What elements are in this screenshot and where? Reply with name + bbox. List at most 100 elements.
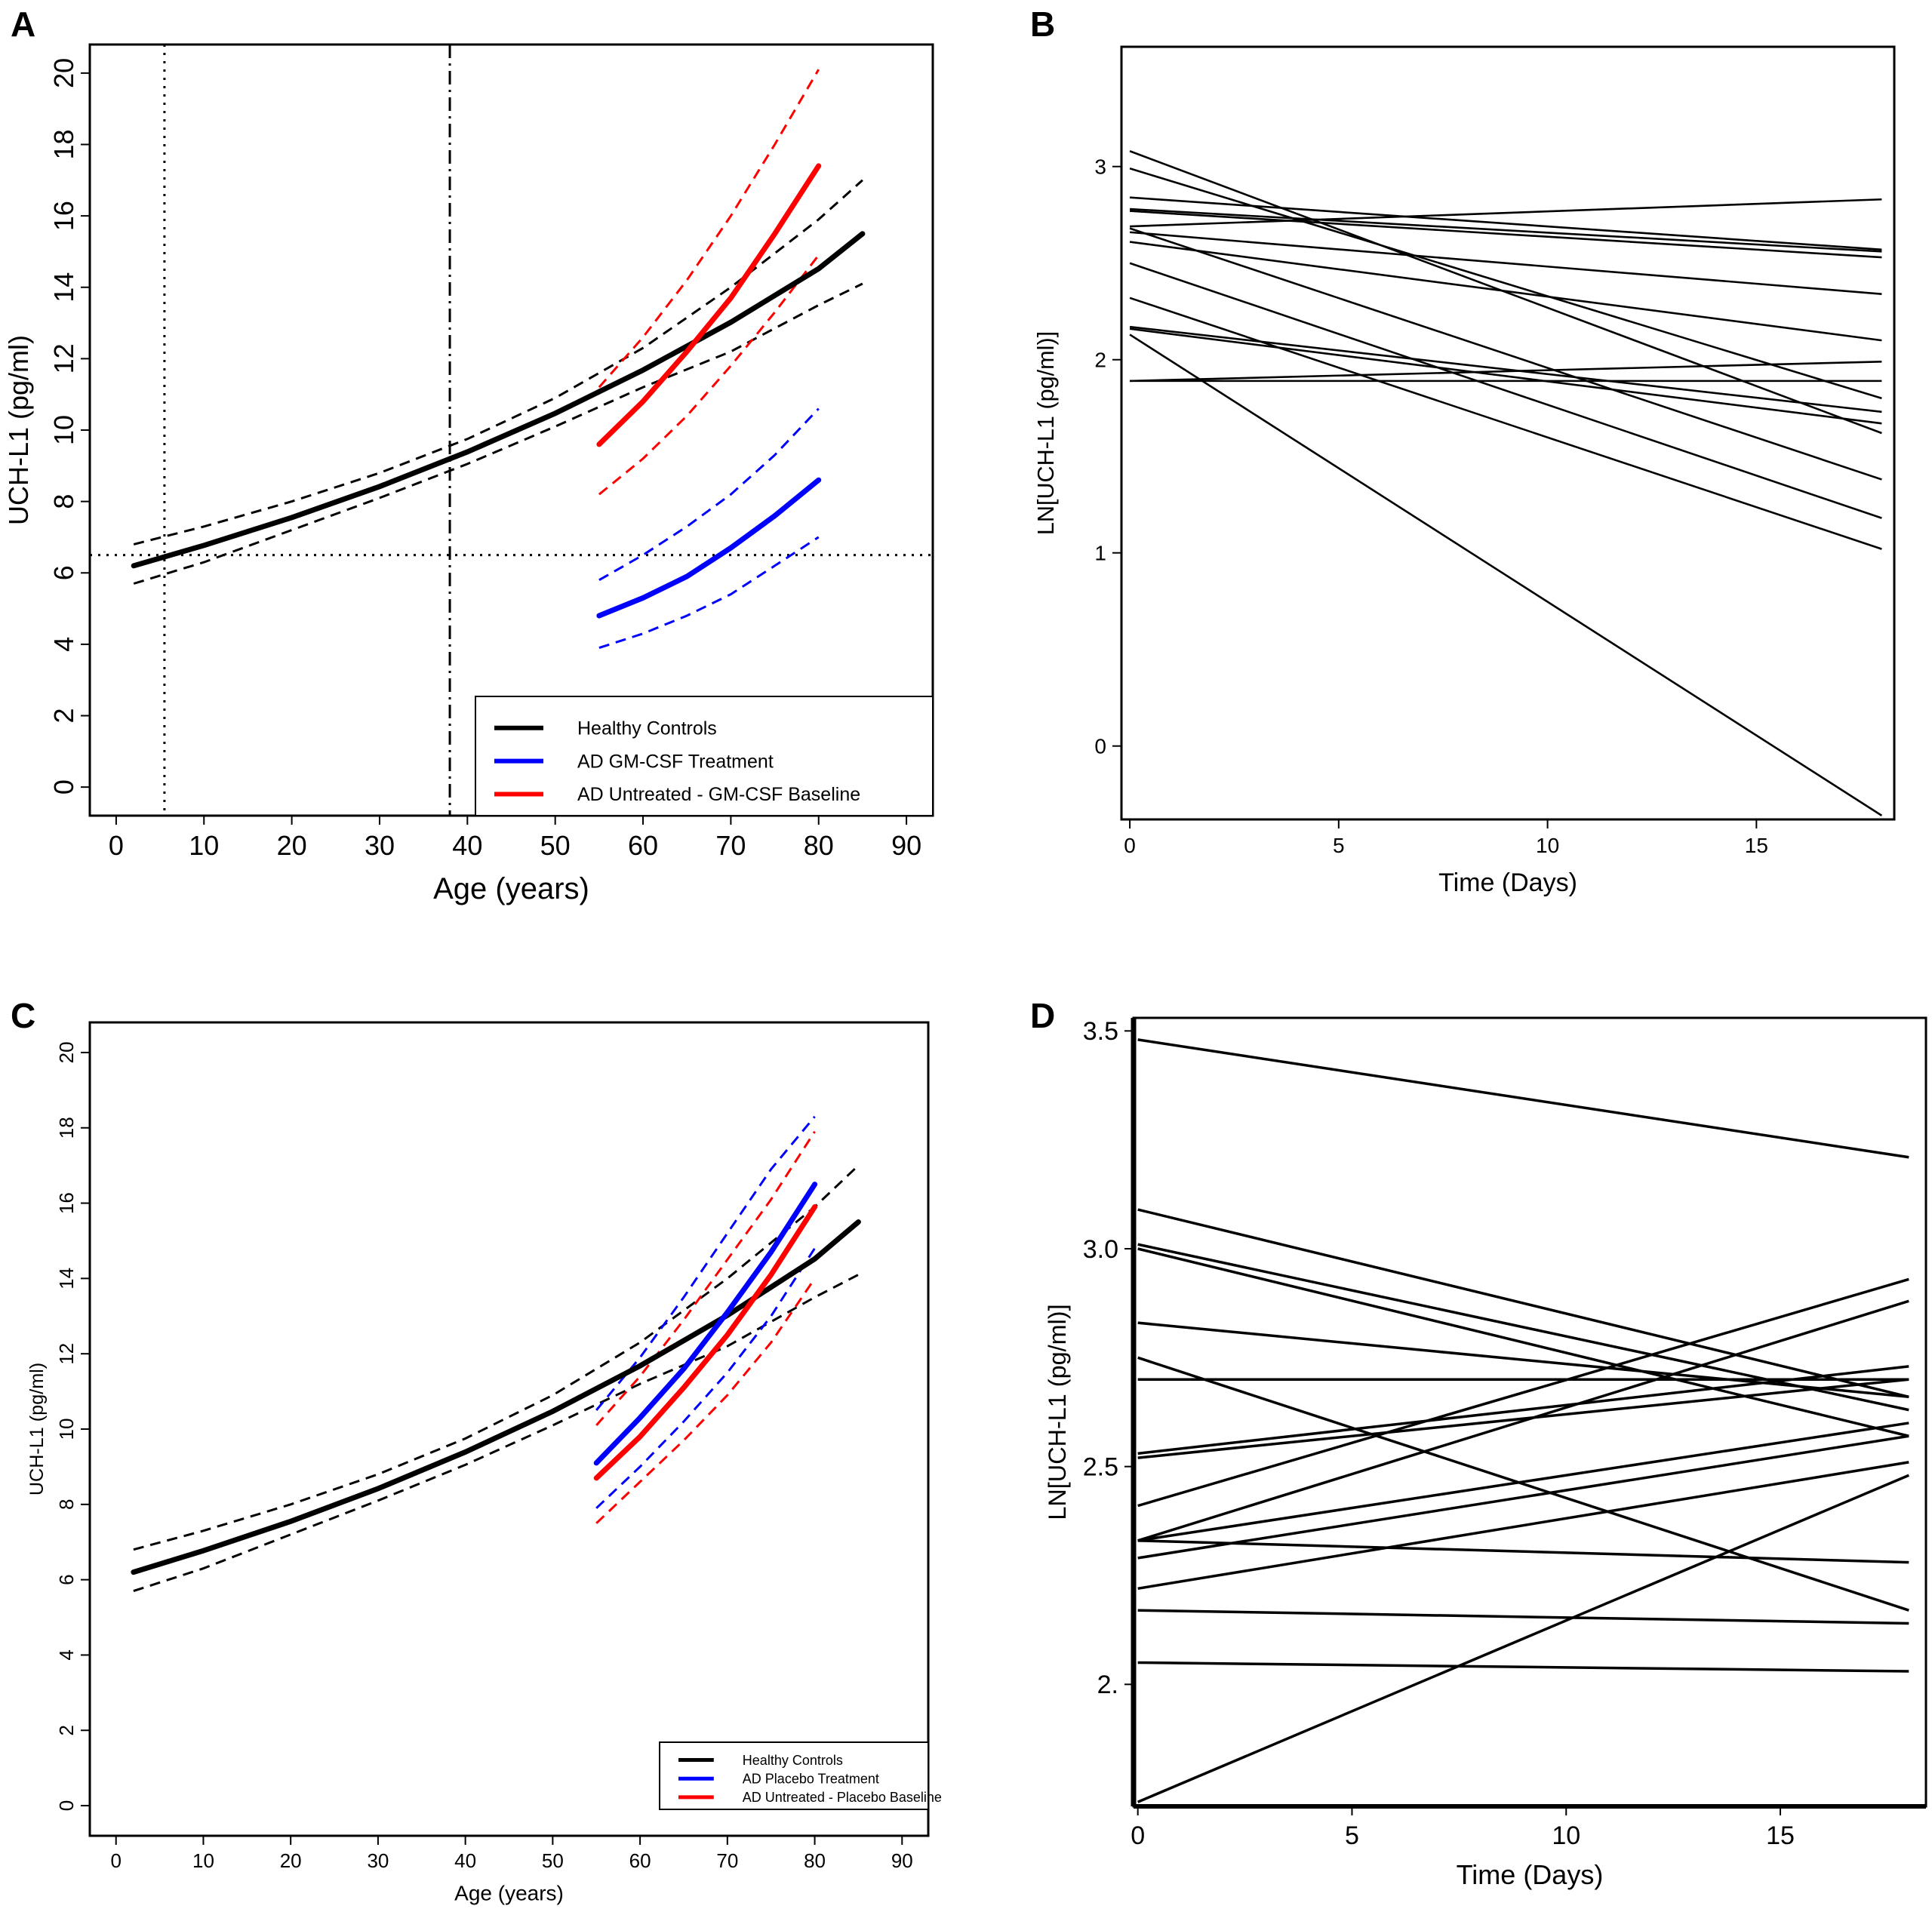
y-tick-label: 3.5 xyxy=(1083,1017,1118,1046)
subject-line xyxy=(1137,1299,1909,1542)
y-tick-label: 8 xyxy=(48,494,79,509)
series-ci-upper xyxy=(598,407,820,582)
legend-label: AD GM-CSF Treatment xyxy=(577,751,774,772)
legend: Healthy Controls AD GM-CSF Treatment AD Un… xyxy=(475,696,934,816)
subject-line xyxy=(1129,227,1882,481)
x-tick-label: 80 xyxy=(804,1849,826,1872)
y-tick-label: 2 xyxy=(55,1725,78,1735)
y-tick-label: 2 xyxy=(48,709,79,724)
y-tick-label: 2.5 xyxy=(1083,1453,1118,1482)
y-tick-label: 10 xyxy=(48,415,79,445)
panel-letter-d: D xyxy=(1030,996,1055,1035)
panel-a: 0 10 20 30 40 50 60 70 80 90 0 2 4 6 8 10 12 14 16 18 20 Age … xyxy=(3,43,934,905)
y-tick-label: 0 xyxy=(55,1800,78,1811)
panel-letter-a: A xyxy=(11,5,35,44)
legend-box xyxy=(475,696,934,816)
subject-line xyxy=(1137,1609,1909,1625)
y-tick-label: 4 xyxy=(55,1649,78,1660)
x-tick-label: 15 xyxy=(1766,1821,1795,1850)
series-line xyxy=(593,1204,818,1481)
x-tick-label: 60 xyxy=(628,830,658,861)
x-tick-label: 40 xyxy=(452,830,482,861)
y-tick-label: 14 xyxy=(55,1268,78,1289)
y-tick-label: 2. xyxy=(1097,1671,1118,1699)
subject-line xyxy=(1129,325,1882,413)
legend-label: Healthy Controls xyxy=(577,718,717,739)
x-tick-label: 10 xyxy=(1536,834,1559,857)
x-tick-label: 90 xyxy=(891,1849,913,1872)
x-tick-label: 10 xyxy=(192,1849,214,1872)
x-tick-label: 80 xyxy=(804,830,834,861)
x-tick-label: 0 xyxy=(109,830,124,861)
subject-line xyxy=(1137,1461,1909,1591)
y-tick-label: 0 xyxy=(48,779,79,795)
y-tick-label: 6 xyxy=(48,565,79,580)
subject-line xyxy=(1129,231,1882,295)
panel-c: 0 10 20 30 40 50 60 70 80 90 0 2 4 6 8 10 12 14 16 18 20 Age … xyxy=(26,1021,942,1905)
subject-line xyxy=(1137,1434,1909,1560)
x-tick-label: 0 xyxy=(1124,834,1136,857)
subject-line xyxy=(1137,1243,1909,1412)
x-tick-label: 50 xyxy=(540,830,571,861)
x-axis-label: Age (years) xyxy=(454,1882,564,1905)
panel-d: 0 5 10 15 2. 2.5 3.0 3.5 Time (Days) LN[UCH-L1 (p… xyxy=(1044,1016,1927,1890)
subject-line xyxy=(1129,241,1882,342)
subject-line xyxy=(1137,1321,1909,1399)
subject-line xyxy=(1129,196,1882,251)
y-tick-label: 8 xyxy=(55,1499,78,1510)
subject-line xyxy=(1137,1277,1909,1508)
plot-frame xyxy=(1120,45,1896,821)
subject-line xyxy=(1137,1474,1909,1803)
subject-line xyxy=(1129,334,1883,816)
y-tick-label: 16 xyxy=(48,201,79,231)
series-ci-lower xyxy=(595,1277,816,1524)
legend-label: AD Placebo Treatment xyxy=(743,1772,879,1787)
series-ci-lower xyxy=(595,1247,816,1509)
series-ci-upper xyxy=(595,1115,816,1411)
y-axis-label: LN[UCH-L1 (pg/ml)] xyxy=(1044,1304,1071,1520)
x-tick-label: 60 xyxy=(629,1849,651,1872)
subject-line xyxy=(1129,327,1882,425)
subject-line xyxy=(1129,210,1882,259)
x-tick-label: 20 xyxy=(277,830,307,861)
x-tick-label: 0 xyxy=(110,1849,121,1872)
y-tick-label: 18 xyxy=(48,129,79,159)
y-tick-label: 20 xyxy=(55,1041,78,1063)
series-ci-lower xyxy=(133,1274,860,1593)
panel-letter-c: C xyxy=(11,996,35,1035)
x-tick-label: 70 xyxy=(716,1849,738,1872)
x-axis-label: Age (years) xyxy=(433,872,589,905)
x-tick-label: 90 xyxy=(891,830,921,861)
x-axis-label: Time (Days) xyxy=(1457,1859,1604,1890)
y-tick-label: 3.0 xyxy=(1083,1235,1118,1264)
x-tick-label: 0 xyxy=(1131,1821,1145,1850)
series-ci-lower xyxy=(598,536,820,650)
series-line xyxy=(131,231,866,569)
y-tick-label: 12 xyxy=(48,343,79,373)
panel-letter-b: B xyxy=(1030,5,1055,44)
series-line xyxy=(131,1219,861,1575)
subject-line xyxy=(1130,198,1882,228)
legend-label: Healthy Controls xyxy=(743,1753,843,1768)
series-ci-lower xyxy=(133,282,863,585)
y-tick-label: 1 xyxy=(1094,542,1106,565)
x-axis-label: Time (Days) xyxy=(1438,868,1577,897)
panel-b: 0 5 10 15 0 1 2 3 Time (Days) LN[UCH-L1 (pg/ml)] xyxy=(1033,45,1896,897)
series-line xyxy=(596,477,822,619)
subject-line xyxy=(1137,1038,1909,1159)
legend-label: AD Untreated - Placebo Baseline xyxy=(743,1790,942,1805)
y-tick-label: 3 xyxy=(1094,155,1106,179)
series-ci-upper xyxy=(133,1164,860,1551)
series-ci-upper xyxy=(133,179,863,546)
y-axis-label: LN[UCH-L1 (pg/ml)] xyxy=(1033,331,1059,535)
subject-line xyxy=(1137,1247,1909,1437)
subject-line xyxy=(1137,1365,1909,1455)
subject-line xyxy=(1137,1208,1909,1398)
y-axis-label: UCH-L1 (pg/ml) xyxy=(3,335,34,525)
y-tick-label: 16 xyxy=(55,1192,78,1214)
subject-line xyxy=(1137,1378,1909,1459)
legend: Healthy Controls AD Placebo Treatment AD U… xyxy=(659,1741,942,1810)
y-tick-label: 20 xyxy=(48,58,79,88)
series-ci-upper xyxy=(598,69,820,389)
